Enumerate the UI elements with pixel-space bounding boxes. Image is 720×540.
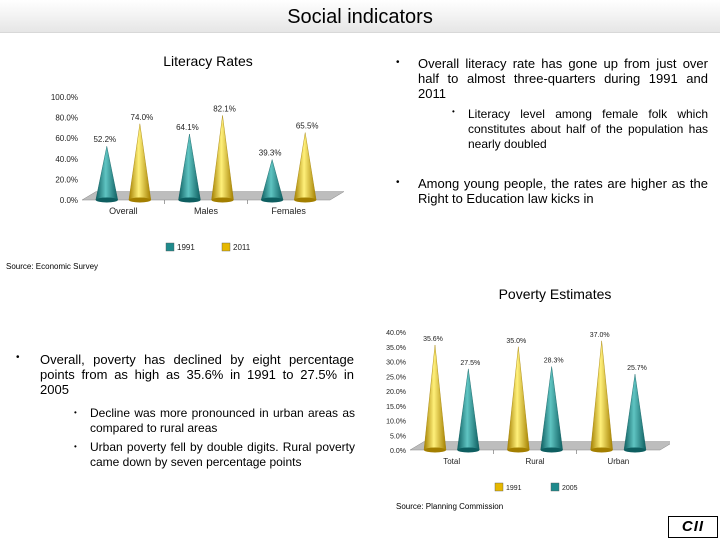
y-tick-label: 100.0%: [51, 93, 78, 102]
cone-bar-1991: [95, 146, 119, 201]
y-tick-label: 40.0%: [386, 330, 406, 337]
cone-bar-1991: [260, 158, 284, 201]
y-tick-label: 25.0%: [386, 374, 406, 381]
data-label: 37.0%: [590, 332, 610, 339]
legend-swatch-2005: [550, 482, 560, 492]
title-band: [0, 0, 720, 33]
cone-bar-1991: [423, 344, 447, 451]
cone-base: [211, 197, 234, 203]
cone-bar-2011: [128, 123, 152, 201]
y-tick-label: 5.0%: [390, 433, 406, 440]
data-label: 64.1%: [176, 123, 199, 132]
x-tick-label: Urban: [607, 457, 629, 466]
y-tick-label: 10.0%: [386, 419, 406, 426]
cone-base: [590, 447, 613, 453]
sub-bullet-marker: •: [74, 442, 77, 451]
poverty-chart-title: Poverty Estimates: [498, 286, 612, 302]
cone-base: [424, 447, 446, 453]
data-label: 39.3%: [259, 149, 282, 158]
cone-base: [178, 197, 201, 203]
literacy-chart: 100.0% 80.0% 60.0% 40.0% 20.0% 0.0% Overall 52.…: [51, 93, 345, 252]
y-tick-label: 30.0%: [386, 360, 406, 367]
x-tick-label: Rural: [525, 457, 544, 466]
cone-base: [507, 447, 530, 453]
cone-bar-2005: [623, 374, 647, 451]
sub-bullet-marker: •: [452, 107, 455, 116]
cone-base: [128, 197, 151, 203]
x-tick-label: Overall: [109, 206, 138, 216]
poverty-bullet: Overall, poverty has declined by eight p…: [40, 352, 354, 397]
legend-label: 2011: [233, 243, 251, 252]
cone-bar-1991: [507, 346, 530, 451]
cone-bar-2011: [293, 132, 317, 201]
cii-logo: CII: [668, 516, 718, 538]
cone-base: [261, 197, 284, 203]
literacy-sub-bullet: Literacy level among female folk which c…: [468, 107, 708, 151]
legend-label: 1991: [177, 243, 195, 252]
data-label: 52.2%: [93, 135, 116, 144]
data-label: 27.5%: [460, 360, 480, 367]
bullet-marker: •: [16, 352, 20, 363]
legend-label: 2005: [562, 485, 578, 492]
poverty-sub-bullet-1: Decline was more pronounced in urban are…: [90, 406, 355, 435]
y-tick-label: 35.0%: [386, 345, 406, 352]
bullet-marker: •: [396, 177, 400, 188]
legend-swatch-1991: [494, 482, 504, 492]
data-label: 65.5%: [296, 122, 319, 131]
x-tick-label: Total: [443, 457, 460, 466]
cone-base: [624, 447, 646, 453]
cone-bar-2005: [540, 366, 563, 451]
cone-bar-1991: [178, 133, 201, 201]
poverty-source: Source: Planning Commission: [396, 502, 504, 511]
literacy-bullet-1: Overall literacy rate has gone up from j…: [418, 56, 708, 101]
y-tick-label: 0.0%: [60, 196, 78, 205]
data-label: 28.3%: [544, 358, 564, 365]
x-tick-label: Females: [271, 206, 306, 216]
poverty-chart: 40.0% 35.0% 30.0% 25.0% 20.0% 15.0% 10.0% 5.0% 0…: [386, 330, 670, 492]
cone-bar-2011: [211, 115, 234, 201]
data-label: 35.6%: [423, 336, 443, 343]
y-tick-label: 80.0%: [55, 114, 78, 123]
y-tick-label: 20.0%: [55, 175, 78, 184]
literacy-bullet-2: Among young people, the rates are higher…: [418, 176, 708, 206]
literacy-chart-title: Literacy Rates: [163, 53, 253, 69]
cone-bar-1991: [590, 340, 613, 451]
y-tick-label: 60.0%: [55, 134, 78, 143]
bullet-marker: •: [396, 57, 400, 68]
cone-base: [294, 197, 317, 203]
y-tick-label: 40.0%: [55, 155, 78, 164]
data-label: 74.0%: [131, 113, 154, 122]
cone-base: [95, 197, 118, 203]
data-label: 35.0%: [506, 338, 526, 345]
page-title: Social indicators: [287, 6, 433, 28]
y-tick-label: 15.0%: [386, 404, 406, 411]
cone-base: [457, 447, 480, 453]
legend-swatch-1991: [165, 242, 175, 252]
poverty-sub-bullet-2: Urban poverty fell by double digits. Rur…: [90, 440, 355, 469]
y-tick-label: 20.0%: [386, 389, 406, 396]
legend-swatch-2011: [221, 242, 231, 252]
data-label: 82.1%: [213, 104, 236, 113]
cone-base: [540, 447, 563, 453]
literacy-source: Source: Economic Survey: [6, 262, 99, 271]
x-tick-label: Males: [194, 206, 219, 216]
sub-bullet-marker: •: [74, 408, 77, 417]
data-label: 25.7%: [627, 365, 647, 372]
y-tick-label: 0.0%: [390, 448, 406, 455]
legend-label: 1991: [506, 485, 522, 492]
cone-bar-2005: [457, 368, 480, 451]
